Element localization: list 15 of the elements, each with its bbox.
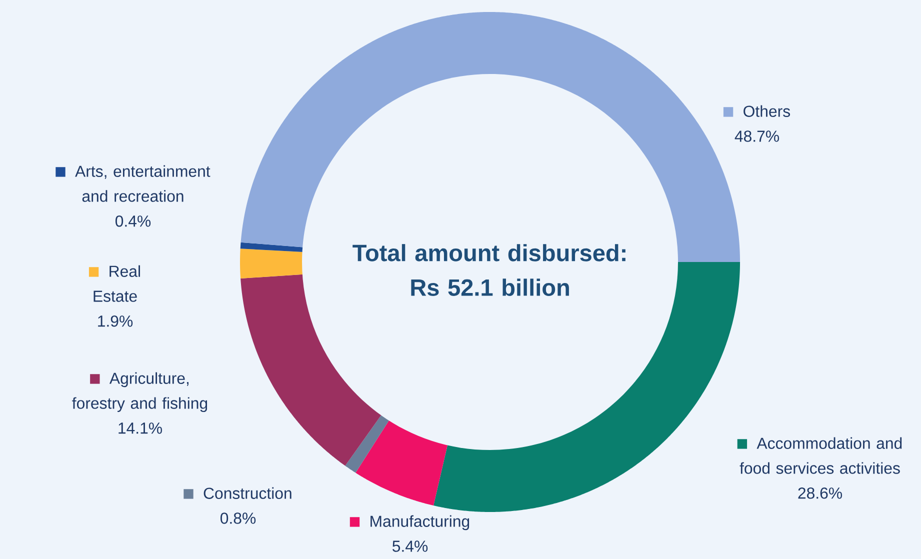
data-label: 5.4% (392, 540, 428, 552)
text: Total amount disbursed: Rs 52.1 billion (352, 244, 626, 296)
data-label: 0.8% (220, 512, 256, 524)
data-label: 14.1% (118, 422, 162, 434)
legend-label: Arts, entertainment and recreation (75, 165, 210, 202)
legend-label: Agriculture, forestry and fishing (72, 372, 208, 412)
legend-label: Manufacturing (370, 515, 470, 530)
legend-label: Construction (204, 487, 292, 499)
data-label: 0.4% (115, 216, 151, 227)
legend-label: Others (744, 105, 790, 117)
legend-label: Real Estate (94, 265, 140, 302)
legend-label: Accommodation and food services activities (740, 437, 902, 474)
data-label: 48.7% (734, 130, 779, 142)
data-label: 1.9% (98, 316, 133, 327)
data-label: 28.6% (798, 488, 842, 499)
